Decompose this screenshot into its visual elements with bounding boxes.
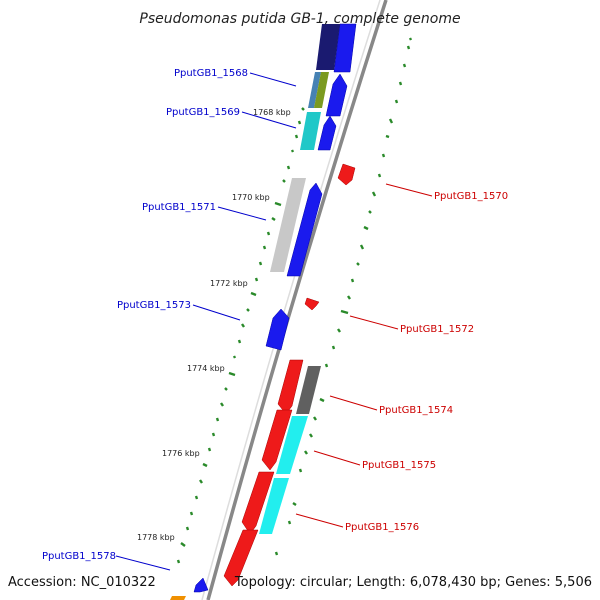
scale-tick-label: 1774 kbp: [187, 364, 225, 373]
gene-label-pputgb1-1574[interactable]: PputGB1_1574: [379, 405, 453, 416]
reverse-strand-features: [223, 163, 356, 587]
cds-reverse-feature: [223, 529, 259, 587]
gene-label-pputgb1-1573[interactable]: PputGB1_1573: [117, 300, 191, 311]
olive-feature: [314, 72, 329, 108]
gene-label-pputgb1-1576[interactable]: PputGB1_1576: [345, 522, 419, 533]
gene-label-pputgb1-1569[interactable]: PputGB1_1569: [166, 107, 240, 118]
gene-labels: PputGB1_1568 PputGB1_1569 PputGB1_1570 P…: [42, 68, 508, 562]
cds-forward-feature: [286, 182, 323, 277]
gc-content-track-inner: [176, 107, 305, 564]
gene-label-pputgb1-1578[interactable]: PputGB1_1578: [42, 551, 116, 562]
steelblue-feature: [308, 72, 321, 108]
dark-gray-feature: [296, 366, 321, 414]
cds-forward-feature: [317, 115, 337, 151]
gene-label-pputgb1-1575[interactable]: PputGB1_1575: [362, 460, 436, 471]
misc-features: [170, 24, 340, 600]
gene-label-pputgb1-1570[interactable]: PputGB1_1570: [434, 191, 508, 202]
gene-label-pputgb1-1571[interactable]: PputGB1_1571: [142, 202, 216, 213]
scale-tick-label: 1772 kbp: [210, 279, 248, 288]
light-gray-feature: [270, 178, 306, 272]
cds-reverse-feature: [304, 297, 320, 311]
cyan-feature: [276, 416, 308, 474]
genome-backbone: [201, 0, 388, 600]
gene-label-pputgb1-1572[interactable]: PputGB1_1572: [400, 324, 474, 335]
scale-tick-label: 1768 kbp: [253, 108, 291, 117]
position-scale: 1768 kbp 1770 kbp 1772 kbp 1774 kbp 1776…: [137, 108, 291, 542]
forward-strand-features: [193, 23, 357, 593]
cyan-feature: [259, 478, 289, 534]
gene-label-pputgb1-1568[interactable]: PputGB1_1568: [174, 68, 248, 79]
scale-tick-label: 1776 kbp: [162, 449, 200, 458]
cds-reverse-feature: [261, 409, 293, 471]
gc-content-track-outer: [274, 37, 413, 556]
scale-tick-label: 1778 kbp: [137, 533, 175, 542]
map-title: Pseudomonas putida GB-1, complete genome: [139, 11, 460, 27]
cds-reverse-feature: [337, 163, 356, 186]
dark-navy-feature: [316, 24, 340, 70]
cds-forward-feature: [325, 73, 348, 117]
cyan-feature: [300, 112, 321, 150]
cds-forward-feature: [265, 308, 290, 351]
cds-forward-feature: [333, 23, 357, 73]
minus-strand-leader-lines: [115, 72, 297, 571]
scale-tick-label: 1770 kbp: [232, 193, 270, 202]
cds-forward-feature: [193, 577, 209, 593]
accession-text: Accession: NC_010322: [8, 575, 156, 590]
genome-summary-text: Topology: circular; Length: 6,078,430 bp…: [234, 575, 592, 590]
plus-strand-leader-lines: [295, 183, 433, 528]
orange-feature: [170, 596, 186, 600]
